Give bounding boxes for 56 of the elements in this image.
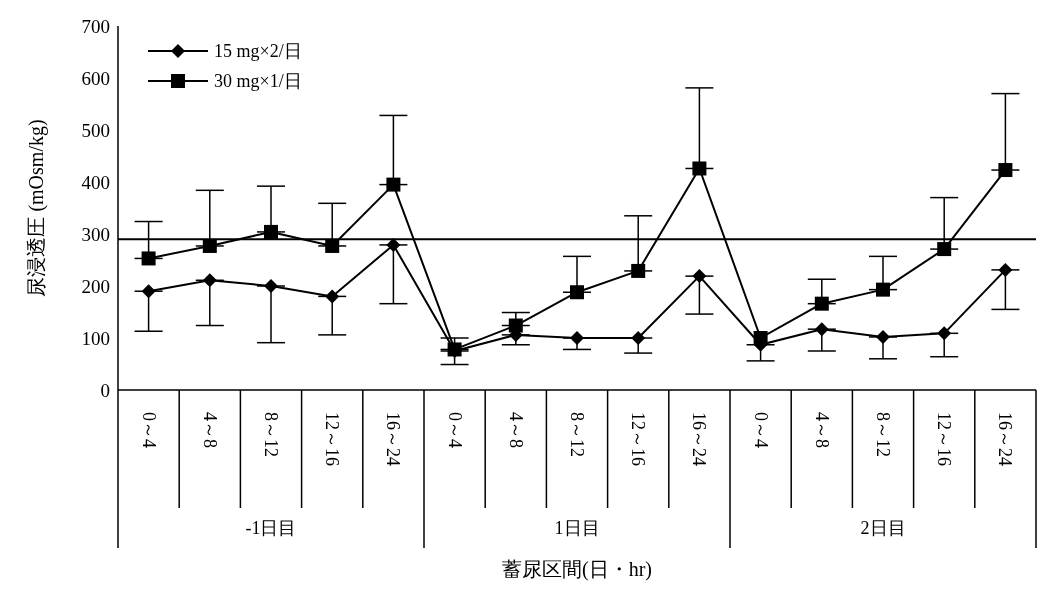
y-tick-label: 400	[81, 171, 110, 193]
point	[937, 326, 952, 341]
point	[264, 279, 278, 293]
point	[325, 289, 340, 304]
y-tick-label: 100	[81, 327, 110, 349]
x-tick-label: 12～16	[934, 412, 955, 466]
x-tick-label: 16～24	[689, 412, 710, 466]
y-axis-title: 尿浸透圧 (mOsm/kg)	[25, 119, 49, 297]
point	[325, 238, 340, 253]
x-tick-label: 12～16	[322, 412, 343, 466]
x-tick-label: 8～12	[873, 412, 893, 457]
point	[141, 251, 156, 266]
x-tick-label: 0～4	[444, 412, 465, 448]
x-tick-label: 16～24	[995, 412, 1016, 466]
point	[508, 318, 523, 333]
point	[570, 331, 584, 345]
text: 2日目	[860, 518, 906, 538]
point	[631, 331, 646, 345]
point	[814, 296, 829, 311]
x-tick-label: 0～4	[750, 412, 771, 448]
point	[876, 282, 890, 297]
point	[631, 263, 646, 278]
x-tick-label: 8～12	[567, 412, 587, 457]
y-tick-label: 700	[81, 15, 110, 37]
point	[692, 161, 707, 176]
x-tick-label: 0～4	[138, 412, 159, 448]
x-axis-title: 蓄尿区間(日・hr)	[501, 557, 653, 583]
point	[876, 329, 890, 344]
x-tick-label: 4～8	[811, 412, 832, 448]
text: 1日目	[554, 518, 600, 538]
legend-label: 30 mg×1/日	[214, 70, 302, 93]
x-tick-label: 4～8	[505, 412, 526, 448]
point	[753, 331, 768, 345]
point	[386, 237, 401, 252]
point	[998, 163, 1013, 178]
point	[998, 262, 1013, 277]
point	[202, 238, 217, 253]
x-tick-label: 4～8	[199, 412, 220, 448]
y-tick-label: 500	[81, 119, 110, 141]
point	[264, 224, 278, 239]
text: -1日目	[245, 518, 297, 538]
y-tick-label: 0	[100, 379, 110, 401]
point	[141, 284, 156, 299]
point	[937, 242, 952, 257]
legend-label: 15 mg×2/日	[214, 40, 302, 63]
y-tick-label: 200	[81, 275, 110, 297]
x-tick-label: 8～12	[261, 412, 281, 457]
point	[202, 273, 217, 288]
y-tick-label: 300	[81, 223, 110, 245]
point	[814, 322, 829, 337]
point	[386, 177, 401, 192]
x-tick-label: 12～16	[628, 412, 649, 466]
point	[692, 269, 707, 284]
y-tick-label: 600	[81, 67, 110, 89]
x-tick-label: 16～24	[383, 412, 404, 466]
point	[570, 285, 584, 300]
